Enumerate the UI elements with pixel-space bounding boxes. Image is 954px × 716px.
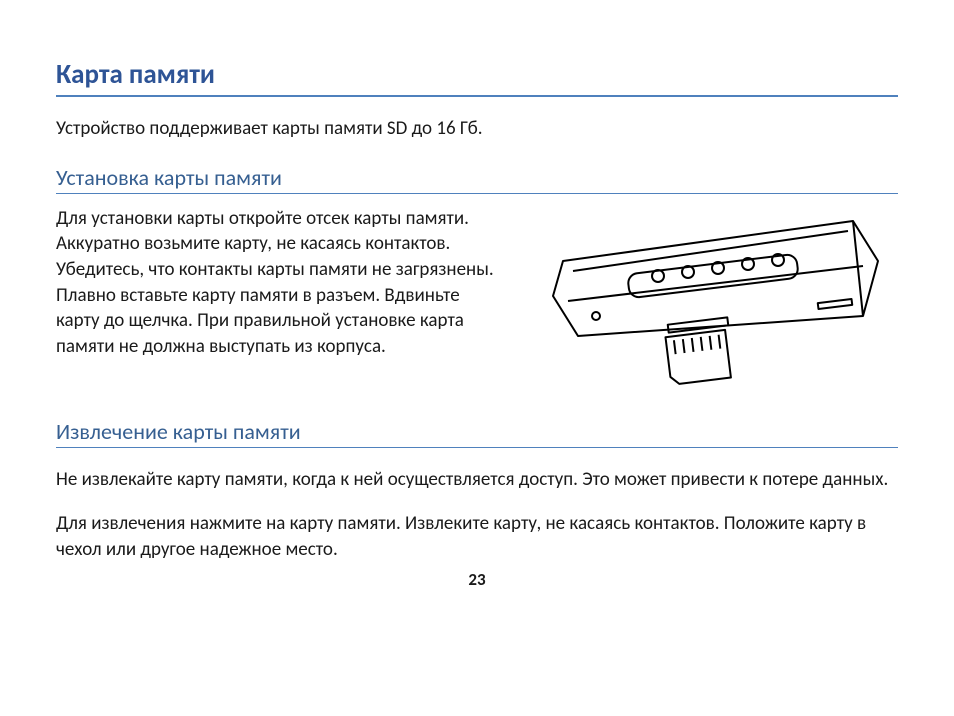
install-text: Для установки карты откройте отсек карты…	[56, 206, 500, 360]
document-page: Карта памяти Устройство поддерживает кар…	[0, 0, 954, 610]
page-title: Карта памяти	[56, 58, 898, 91]
page-number: 23	[56, 569, 898, 590]
intro-paragraph: Устройство поддерживает карты памяти SD …	[56, 116, 898, 142]
eject-paragraph-1: Не извлекайте карту памяти, когда к ней …	[56, 467, 898, 493]
section-eject-title: Извлечение карты памяти	[56, 418, 898, 445]
section-eject-underline	[56, 447, 898, 448]
eject-paragraph-2: Для извлечения нажмите на карту памяти. …	[56, 511, 898, 562]
title-underline	[56, 95, 898, 97]
install-row: Для установки карты откройте отсек карты…	[56, 206, 898, 396]
sd-card-figure	[518, 206, 898, 396]
section-install-title: Установка карты памяти	[56, 164, 898, 191]
sd-card-illustration-icon	[518, 206, 898, 396]
section-install-underline	[56, 193, 898, 194]
